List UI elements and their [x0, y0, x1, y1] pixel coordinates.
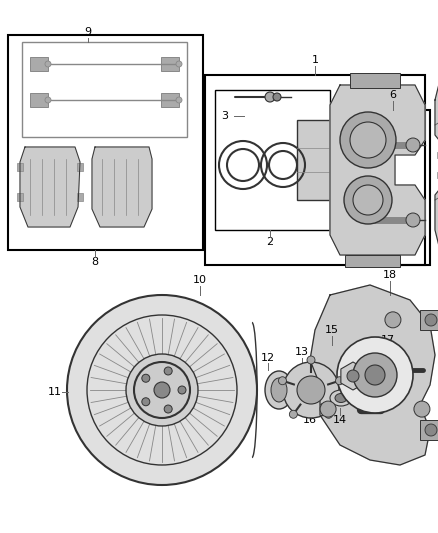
Bar — [420, 420, 438, 440]
Circle shape — [414, 401, 430, 417]
Text: 18: 18 — [383, 270, 397, 280]
Bar — [17, 163, 23, 171]
Circle shape — [164, 405, 172, 413]
Text: 3: 3 — [222, 111, 229, 121]
Bar — [161, 57, 179, 71]
Bar — [350, 73, 400, 88]
Ellipse shape — [330, 390, 352, 406]
Circle shape — [395, 364, 407, 376]
Bar — [205, 75, 425, 265]
Text: 15: 15 — [325, 325, 339, 335]
Polygon shape — [330, 85, 425, 255]
Bar — [355, 110, 430, 265]
Bar — [22, 42, 187, 137]
Text: 2: 2 — [266, 237, 274, 247]
Circle shape — [142, 374, 150, 382]
Bar — [77, 193, 83, 201]
Text: 10: 10 — [193, 275, 207, 285]
Circle shape — [353, 185, 383, 215]
Polygon shape — [435, 80, 438, 250]
Bar — [161, 93, 179, 107]
Circle shape — [347, 370, 359, 382]
Text: 9: 9 — [85, 27, 92, 37]
Ellipse shape — [271, 378, 287, 402]
Circle shape — [290, 410, 297, 418]
Text: 11: 11 — [48, 387, 62, 397]
Circle shape — [406, 213, 420, 227]
Bar — [30, 93, 48, 107]
Circle shape — [340, 112, 396, 168]
Text: 13: 13 — [295, 347, 309, 357]
Circle shape — [176, 97, 182, 103]
Bar — [345, 255, 400, 267]
Circle shape — [337, 337, 413, 413]
Text: 6: 6 — [389, 90, 396, 100]
Circle shape — [279, 377, 286, 385]
Circle shape — [350, 122, 386, 158]
Text: 8: 8 — [92, 257, 99, 267]
Circle shape — [325, 410, 332, 418]
Circle shape — [45, 61, 51, 67]
Circle shape — [344, 176, 392, 224]
Circle shape — [142, 398, 150, 406]
Circle shape — [273, 93, 281, 101]
Circle shape — [134, 362, 190, 418]
Ellipse shape — [265, 371, 293, 409]
Circle shape — [353, 353, 397, 397]
Circle shape — [406, 138, 420, 152]
Text: 17: 17 — [381, 335, 395, 345]
Bar — [8, 35, 203, 250]
Circle shape — [283, 362, 339, 418]
Polygon shape — [20, 147, 80, 227]
Text: 12: 12 — [261, 353, 275, 363]
Text: 16: 16 — [303, 415, 317, 425]
Circle shape — [265, 92, 275, 102]
Bar — [17, 193, 23, 201]
Circle shape — [320, 401, 336, 417]
Bar — [215, 90, 330, 230]
Circle shape — [178, 386, 186, 394]
Polygon shape — [310, 285, 435, 465]
Bar — [77, 163, 83, 171]
Circle shape — [365, 365, 385, 385]
Polygon shape — [92, 147, 152, 227]
Ellipse shape — [335, 393, 347, 402]
Circle shape — [297, 376, 325, 404]
Circle shape — [425, 314, 437, 326]
Circle shape — [164, 367, 172, 375]
Bar — [437, 152, 438, 158]
Circle shape — [336, 377, 343, 385]
Text: 1: 1 — [311, 55, 318, 65]
Circle shape — [154, 382, 170, 398]
Text: 14: 14 — [333, 415, 347, 425]
Bar — [30, 57, 48, 71]
Circle shape — [385, 312, 401, 328]
Bar — [437, 172, 438, 178]
Circle shape — [176, 61, 182, 67]
Circle shape — [67, 295, 257, 485]
Circle shape — [126, 354, 198, 426]
Bar — [297, 120, 339, 200]
Circle shape — [425, 424, 437, 436]
Circle shape — [307, 356, 315, 364]
Circle shape — [45, 97, 51, 103]
Bar — [420, 310, 438, 330]
